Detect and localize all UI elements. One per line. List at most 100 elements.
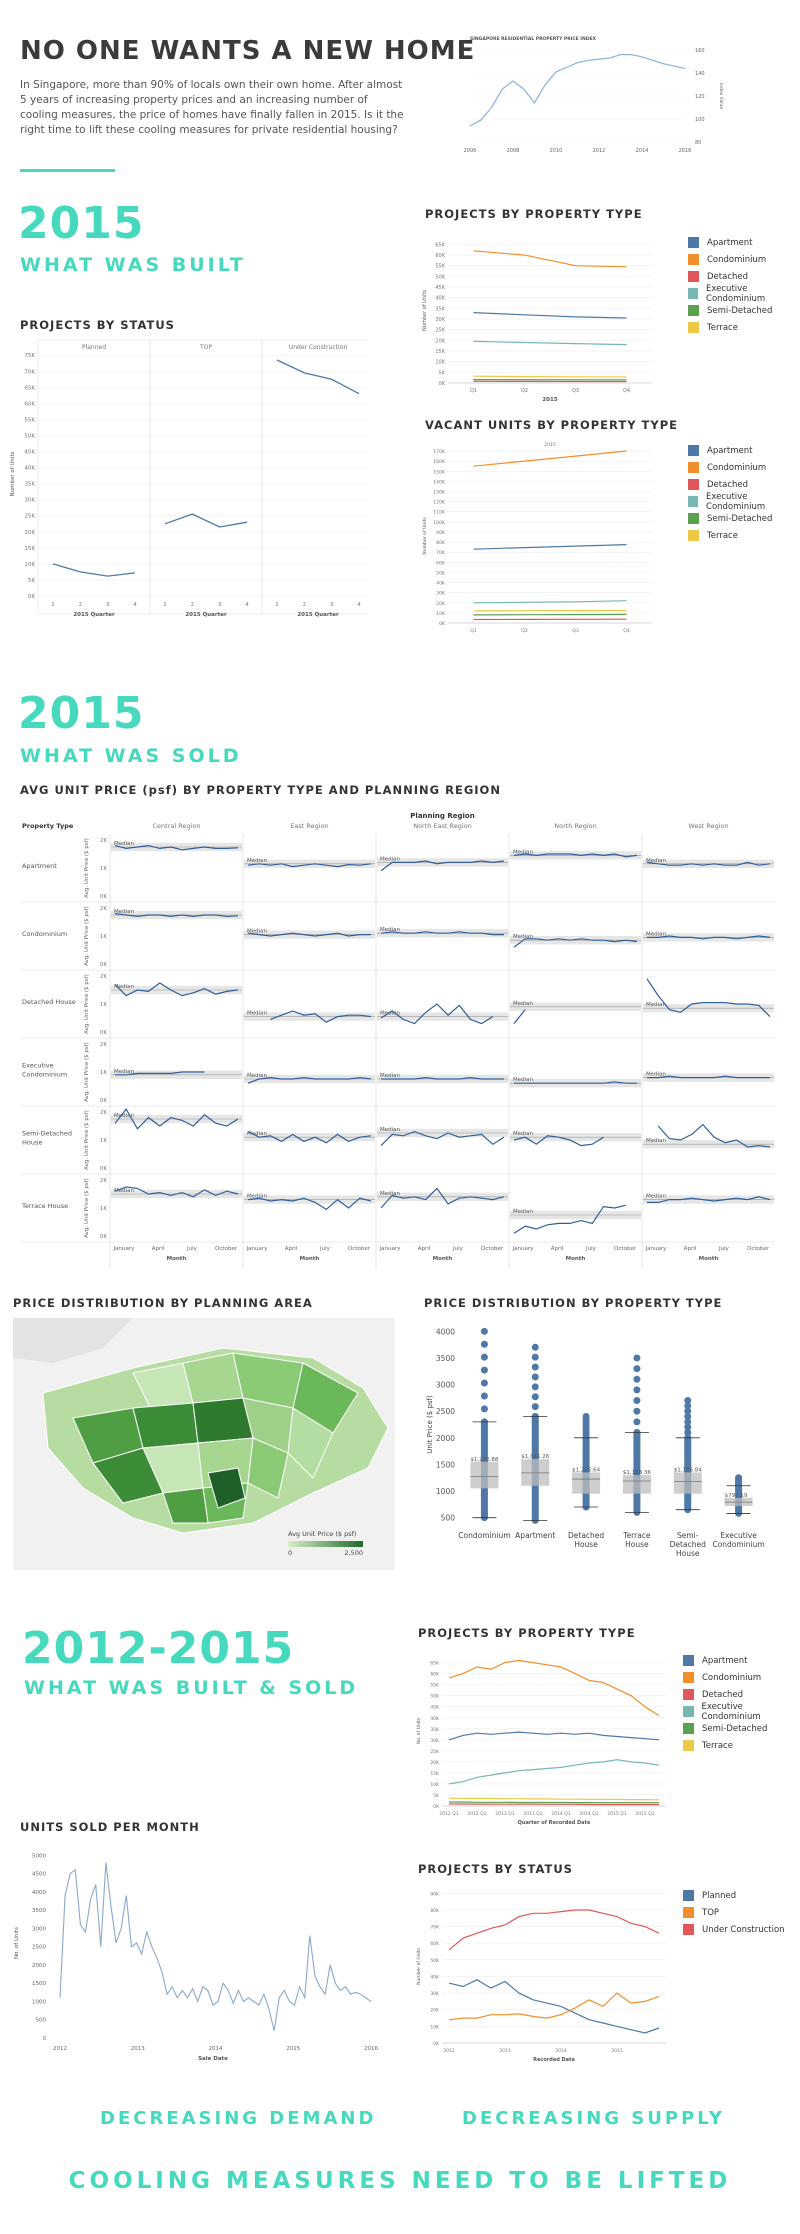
outlier-point [735,1474,743,1482]
x-axis-label: Month [167,1256,187,1262]
psf-line [115,1071,205,1076]
x-tick-label: January [113,1246,136,1252]
y-tick-label: 15K [430,1771,440,1777]
outlier-point [582,1413,590,1421]
median-label: Median [646,1072,667,1078]
x-tick-label: 3 [106,602,110,608]
legend-swatch [683,1907,694,1918]
outlier-point [633,1418,641,1426]
x-tick-label: 2 [191,602,195,608]
legend-entry: Apartment [688,234,800,251]
y-tick-label: 30K [24,498,35,504]
outlier-point [531,1393,539,1401]
outlier-point [684,1428,692,1436]
y-tick-label: 40K [436,581,446,587]
section-divider [20,169,115,172]
col-header-title: Planning Region [410,812,474,820]
series-line-terrace [449,1797,660,1801]
y-tick-label: 2K [100,906,107,912]
median-label: Median [646,931,667,937]
legend-label: Condominium [707,254,767,265]
legend-swatch [688,479,699,490]
median-label: Median [247,929,268,935]
y-tick-label: 0 [43,2036,47,2042]
y-tick-label: 60K [435,253,445,259]
vacant-units-title: VACANT UNITS BY PROPERTY TYPE [425,418,678,432]
median-value-label: $1,270.88 [470,1457,498,1463]
col-header: East Region [290,822,328,830]
psf-line [513,1135,604,1147]
y-tick-label: 65K [430,1661,440,1667]
y-axis-label: Avg. Unit Price ($ psf) [84,906,90,966]
row-label: Condominium [22,1071,67,1079]
projects-by-status-chart: 0K 5K 10K 15K 20K 25K 30K 35K 40K 45K 50K 55K 60K 65K… [10,339,368,618]
col-header: North Region [554,822,597,830]
y-tick-label: 160K [433,459,446,465]
legend-entry: Condominium [688,251,800,268]
y-tick-label: 0K [439,621,446,627]
median-label: Median [646,858,667,864]
y-tick-label: 20K [430,1760,440,1766]
median-label: Median [513,849,534,855]
y-tick-label: 1K [100,1206,107,1212]
x-tick-label: 2014 Q1 [551,1811,570,1817]
median-label: Median [380,1191,401,1197]
x-tick-label: October [481,1246,504,1252]
y-tick-label: 50K [430,1958,440,1964]
projects-by-status-title: PROJECTS BY STATUS [20,318,175,332]
psf-line [247,1076,372,1084]
planning-area [92,1447,164,1504]
y-tick-label: 3000 [436,1381,455,1390]
y-tick-label: 1K [100,1138,107,1144]
legend-swatch [683,1655,694,1666]
y-tick-label: 1K [100,1070,107,1076]
y-tick-label: 35K [435,306,445,312]
median-label: Median [513,1131,534,1137]
y-tick-label: 20K [430,2008,440,2014]
x-tick-label: 2012 [53,2046,67,2052]
legend-swatch [688,237,699,248]
legend-label: Terrace [702,1740,733,1751]
section-year-2015-sold: 2015 [18,688,145,739]
y-tick-label: 0K [100,962,107,968]
psf-line [380,1187,505,1209]
y-tick-label: 35K [430,1727,440,1733]
psf-line [380,860,505,872]
y-tick-label: 1K [100,934,107,940]
y-tick-label: 25K [24,514,35,520]
y-tick-label: 0K [439,381,446,387]
y-tick-label: 20K [436,601,446,607]
y-tick-label: 2000 [32,1963,46,1969]
outlier-point [480,1379,488,1387]
y-tick-label: 0K [100,1166,107,1172]
x-tick-label: 2012 Q3 [467,1811,486,1817]
y-tick-label: 2K [100,974,107,980]
x-tick-label: 1 [275,602,279,608]
x-tick-label: 2015 [286,2046,300,2052]
y-tick-label: 55K [435,264,445,270]
col-header: Central Region [153,822,201,830]
outlier-point [480,1353,488,1361]
x-tick-label: April [684,1246,697,1252]
projects-by-type-title: PROJECTS BY PROPERTY TYPE [425,207,643,221]
legend-entry: TOP [683,1904,785,1921]
x-tick-label: 2012 [443,2048,455,2054]
projects-by-type-2012-legend: Apartment Condominium Detached Executive Co… [683,1652,800,1754]
y-tick-label: 0K [100,1030,107,1036]
median-label: Median [646,1002,667,1008]
panel-frame [261,339,368,615]
y-tick-label: 5K [28,578,35,584]
outlier-point [531,1403,539,1411]
series-line-executive-condominium [448,1759,660,1785]
median-label: Median [380,1011,401,1017]
series-line-planned [52,563,136,577]
y-tick-label: 1000 [32,1999,46,2005]
x-tick-label: April [551,1246,564,1252]
series-line-under-construction [276,359,360,395]
y-tick-label: 80 [695,140,701,146]
avg-psf-title: AVG UNIT PRICE (psf) BY PROPERTY TYPE AN… [20,783,501,797]
legend-entry: Condominium [688,459,800,476]
projects-by-type-2012-title: PROJECTS BY PROPERTY TYPE [418,1626,636,1640]
y-tick-label: 25K [430,1749,440,1755]
y-tick-label: 15K [435,349,445,355]
